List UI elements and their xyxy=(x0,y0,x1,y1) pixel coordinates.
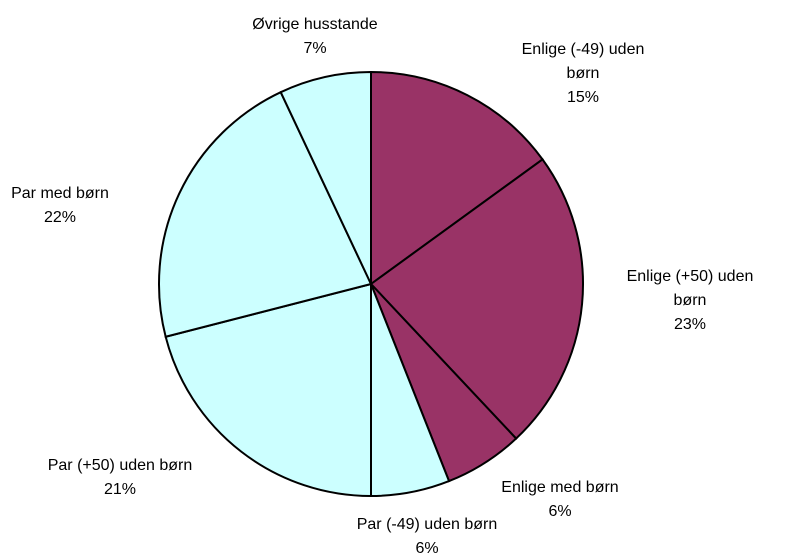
slice-label: Enlige med børn 6% xyxy=(450,476,670,524)
pie-slice xyxy=(158,90,373,338)
value-label: 21% xyxy=(103,481,137,498)
category-label: Øvrige husstande xyxy=(252,16,378,33)
category-label: Enlige med børn xyxy=(501,479,619,496)
pie-slice xyxy=(370,70,544,286)
value-label: 22% xyxy=(43,209,77,226)
value-label: 7% xyxy=(303,40,327,57)
category-label: Par (-49) uden børn xyxy=(356,516,498,533)
value-label: 23% xyxy=(673,316,707,333)
slice-label: Enlige (-49) uden børn 15% xyxy=(508,38,658,110)
pie-slice xyxy=(164,282,372,498)
category-label: Enlige (-49) uden børn xyxy=(521,41,645,82)
slice-label: Par (+50) uden børn 21% xyxy=(10,454,230,502)
slice-label: Enlige (+50) uden børn 23% xyxy=(615,265,765,337)
value-label: 6% xyxy=(548,503,572,520)
value-label: 6% xyxy=(415,540,439,555)
category-label: Par med børn xyxy=(11,185,109,202)
value-label: 15% xyxy=(566,89,600,106)
slice-label: Par med børn 22% xyxy=(0,182,170,230)
category-label: Par (+50) uden børn xyxy=(47,457,193,474)
pie-slice xyxy=(279,70,372,285)
category-label: Enlige (+50) uden børn xyxy=(626,268,754,309)
pie-slice xyxy=(369,157,584,440)
slice-label: Øvrige husstande 7% xyxy=(205,13,425,61)
slice-label: Par (-49) uden børn 6% xyxy=(317,513,537,555)
